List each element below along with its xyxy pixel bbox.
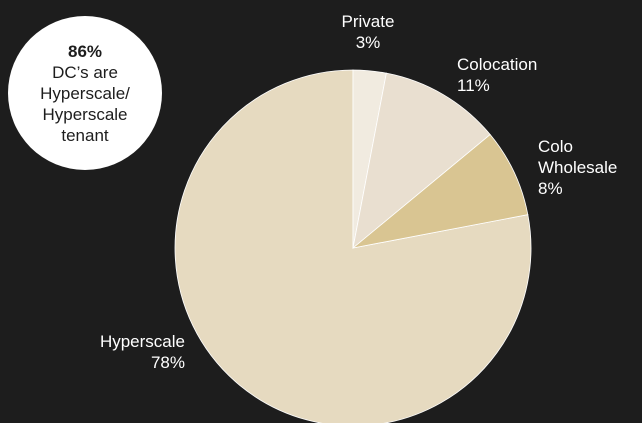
pie-slice-hyperscale xyxy=(174,69,532,423)
slice-label-colo-wholesale: Colo Wholesale 8% xyxy=(538,137,617,198)
pie-slice-colo-wholesale xyxy=(352,133,529,249)
pie-slice-colocation xyxy=(352,72,491,250)
slice-label-private: Private 3% xyxy=(342,12,395,52)
slice-labels: Hyperscale 78% Private 3% Colocation 11% Colo W… xyxy=(100,12,617,372)
hyperscale-share-callout: 86% DC’s are Hyperscale/ Hyperscale tena… xyxy=(8,16,162,170)
slice-label-hyperscale: Hyperscale 78% xyxy=(100,332,185,372)
callout-value: 86% xyxy=(67,41,103,61)
pie-slices xyxy=(174,69,532,423)
slice-label-colocation: Colocation 11% xyxy=(457,55,537,95)
callout-text: DC’s are Hyperscale/ Hyperscale tenant xyxy=(40,62,130,145)
